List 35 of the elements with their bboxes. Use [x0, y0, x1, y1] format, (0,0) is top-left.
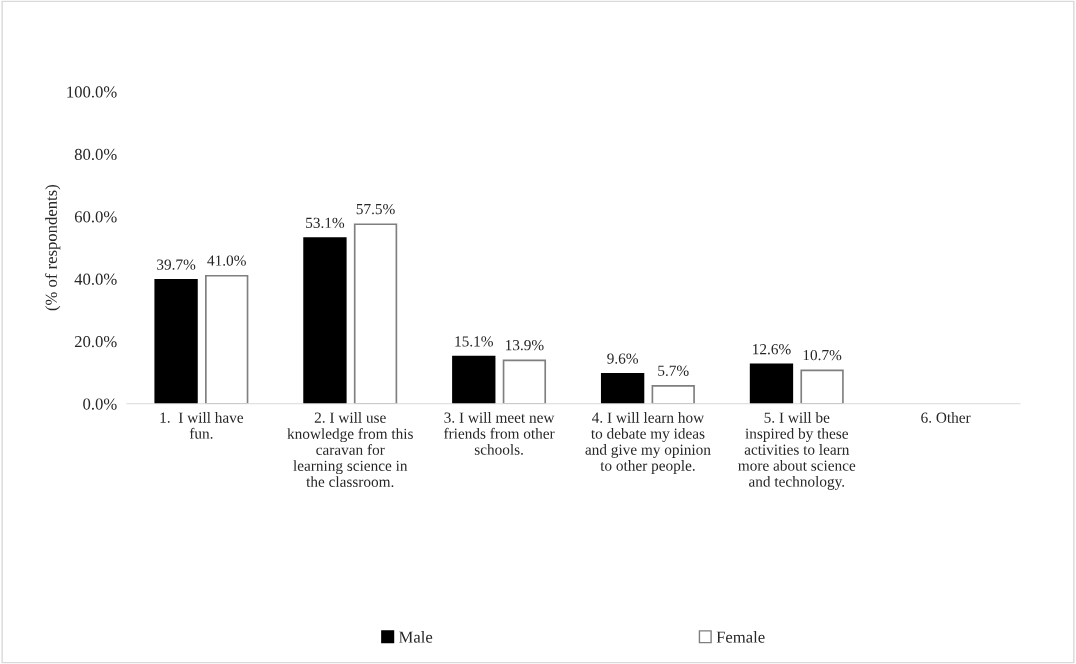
- y-tick-label: 100.0%: [67, 86, 117, 98]
- x-tick-label: 5. I will be inspired by these activities to learn more about science and technology.: [738, 412, 856, 490]
- data-label: 10.7%: [803, 349, 842, 361]
- bar: [502, 359, 547, 404]
- bar: [205, 274, 249, 404]
- data-label: 13.9%: [506, 339, 544, 351]
- x-tick-label: 2. I will use knowledge from this caravan for learning science in the classroom.: [287, 412, 413, 488]
- bar: [353, 223, 398, 404]
- legend-label: Female: [716, 631, 765, 643]
- bar: [452, 355, 496, 404]
- legend-label: Male: [399, 631, 433, 643]
- y-tick-label: 40.0%: [74, 273, 117, 285]
- x-tick-label: 4. I will learn how to debate my ideas and give my opinion to other people.: [585, 412, 711, 474]
- bar: [154, 278, 198, 404]
- data-label: 15.1%: [455, 336, 493, 347]
- x-tick-label: 3. I will meet new friends from other schools.: [443, 412, 555, 455]
- x-tick-label: 1. I will have fun.: [160, 412, 244, 439]
- data-label: 9.6%: [607, 353, 639, 364]
- data-label: 12.6%: [753, 344, 791, 355]
- y-tick-label: 60.0%: [74, 211, 117, 223]
- bar: [651, 385, 695, 404]
- data-label: 39.7%: [157, 259, 196, 270]
- bar: [800, 369, 844, 404]
- data-label: 53.1%: [306, 217, 345, 229]
- data-label: 57.5%: [356, 203, 395, 215]
- y-tick-label: 20.0%: [74, 336, 117, 348]
- y-tick-label: 80.0%: [74, 148, 117, 161]
- bar: [749, 363, 794, 404]
- bar: [600, 372, 645, 404]
- data-label: 5.7%: [658, 365, 689, 376]
- y-axis-title: (% of respondents): [45, 185, 61, 311]
- data-label: 41.0%: [207, 255, 246, 266]
- x-tick-label: 6. Other: [921, 412, 971, 423]
- y-tick-label: 0.0%: [83, 398, 117, 410]
- bar: [303, 237, 347, 404]
